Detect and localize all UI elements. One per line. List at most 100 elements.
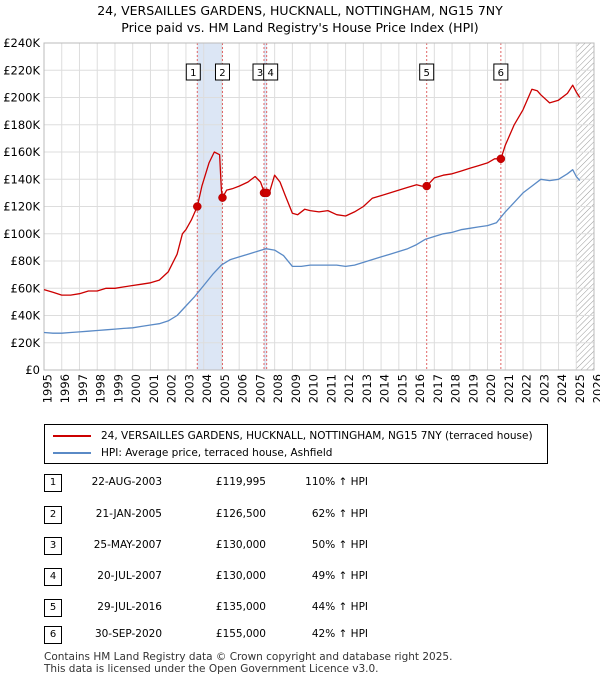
legend-swatch-hpi [53,452,91,454]
sale-point [218,193,227,202]
sale-label-text: 3 [257,68,263,79]
footer-licence: This data is licensed under the Open Gov… [44,663,379,675]
sale-label-box [419,63,435,81]
row-hpi-change: 50% ↑ HPI [311,539,368,551]
y-tick-label: £0 [25,363,40,377]
chart-title-line1: 24, VERSAILLES GARDENS, HUCKNALL, NOTTIN… [97,3,503,18]
legend-label-property: 24, VERSAILLES GARDENS, HUCKNALL, NOTTIN… [101,430,533,442]
y-tick-label: £100K [3,227,40,241]
table-row: 2 21-JAN-2005 £126,500 62% ↑ HPI [0,504,600,526]
y-tick-label: £120K [3,200,40,214]
row-hpi-change: 44% ↑ HPI [311,601,368,613]
table-row: 1 22-AUG-2003 £119,995 110% ↑ HPI [0,472,600,494]
row-date: 29-JUL-2016 [97,601,162,613]
x-tick-label: 2024 [555,374,569,403]
x-tick-label: 2021 [502,374,516,403]
y-tick-label: £200K [3,91,40,105]
chart-title-line2: Price paid vs. HM Land Registry's House … [121,20,479,35]
x-tick-label: 1997 [76,374,90,403]
plot-border [43,42,595,371]
x-tick-label: 2018 [449,374,463,403]
sale-point [422,181,431,191]
row-price: £130,000 [215,570,266,582]
table-row: 6 30-SEP-2020 £155,000 42% ↑ HPI [0,624,600,646]
row-hpi-change: 42% ↑ HPI [311,628,368,640]
x-tick-label: 2017 [431,374,445,403]
sale-label-text: 5 [424,68,430,79]
footer-copyright: Contains HM Land Registry data © Crown c… [44,651,453,663]
y-tick-label: £20K [11,336,41,350]
row-number-badge: 1 [44,474,62,492]
x-tick-label: 1999 [111,374,125,403]
x-tick-label: 2014 [378,374,392,403]
sale-point [193,202,202,211]
x-tick-label: 2003 [182,374,196,403]
sale-label-4: 4 [263,63,279,81]
x-tick-label: 2020 [484,374,498,403]
x-tick-label: 2002 [165,374,179,403]
sale-label-6: 6 [493,63,509,81]
x-tick-label: 2015 [395,374,409,403]
row-price: £135,000 [215,601,266,613]
row-price: £126,500 [215,508,266,520]
row-hpi-change: 49% ↑ HPI [311,570,368,582]
x-tick-label: 2004 [200,374,214,403]
row-number-badge: 3 [44,537,62,555]
sale-label-box [185,63,201,81]
y-tick-label: £60K [11,281,41,295]
legend-swatch-property [53,435,91,437]
x-tick-label: 2008 [271,374,285,403]
x-tick-label: 1996 [58,374,72,403]
x-tick-label: 2010 [307,374,321,403]
x-tick-label: 2023 [537,374,551,403]
sale-label-text: 4 [267,68,273,79]
legend-item-hpi: HPI: Average price, terraced house, Ashf… [53,445,332,461]
x-tick-label: 2012 [342,374,356,403]
x-tick-label: 2026 [591,374,600,403]
row-hpi-change: 62% ↑ HPI [311,508,368,520]
row-number-badge: 6 [44,626,62,644]
y-tick-label: £240K [3,36,40,50]
x-tick-label: 2016 [413,374,427,403]
row-hpi-change: 110% ↑ HPI [305,476,368,488]
x-tick-label: 2000 [129,374,143,403]
legend-item-property: 24, VERSAILLES GARDENS, HUCKNALL, NOTTIN… [53,428,533,444]
x-tick-label: 2011 [324,374,338,403]
y-tick-label: £180K [3,118,40,132]
table-row: 4 20-JUL-2007 £130,000 49% ↑ HPI [0,566,600,588]
sale-label-2: 2 [214,63,230,81]
x-tick-label: 2019 [466,374,480,403]
row-date: 20-JUL-2007 [97,570,162,582]
row-number-badge: 5 [44,599,62,617]
x-tick-label: 2009 [289,374,303,403]
y-tick-label: £40K [11,309,41,323]
chart-legend: 24, VERSAILLES GARDENS, HUCKNALL, NOTTIN… [44,424,548,464]
y-tick-label: £80K [11,254,41,268]
sale-label-box [263,63,279,81]
sale-label-text: 1 [190,68,196,79]
sale-point [496,154,506,164]
row-number-badge: 2 [44,506,62,524]
x-tick-label: 2022 [520,374,534,403]
row-price: £130,000 [215,539,266,551]
x-tick-label: 2007 [253,374,267,403]
table-row: 3 25-MAY-2007 £130,000 50% ↑ HPI [0,535,600,557]
x-tick-label: 1995 [41,374,55,403]
sale-label-1: 1 [185,63,201,81]
y-tick-label: £140K [3,172,40,186]
legend-label-hpi: HPI: Average price, terraced house, Ashf… [101,447,333,459]
y-tick-label: £220K [3,63,40,77]
row-date: 30-SEP-2020 [94,628,162,640]
y-tick-label: £160K [3,145,40,159]
sale-label-text: 6 [498,68,504,79]
x-tick-label: 1998 [94,374,108,403]
row-date: 21-JAN-2005 [95,508,162,520]
series-line-hpi [43,169,581,334]
row-date: 25-MAY-2007 [93,539,162,551]
x-tick-label: 2005 [218,374,232,403]
row-number-badge: 4 [44,568,62,586]
price-chart: 1 2 3 4 5 6 £0 £20K £40K £60K £80K £100K £120K £140K £… [3,36,600,403]
x-tick-label: 2006 [236,374,250,403]
x-tick-label: 2013 [360,374,374,403]
row-price: £155,000 [215,628,266,640]
